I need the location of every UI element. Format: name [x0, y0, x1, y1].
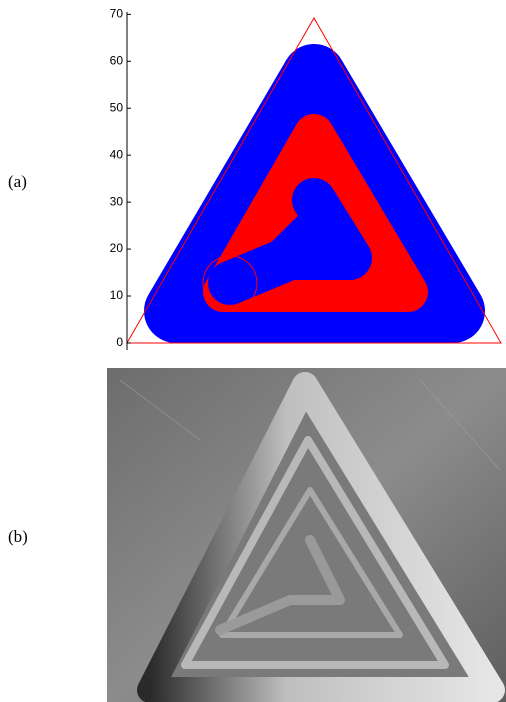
toolpath-plot: [127, 12, 501, 350]
figure: 0 10 20 30 40 50 60 70: [0, 0, 506, 702]
y-tick-label: 50: [110, 100, 124, 114]
page: {"panels": [{"label": "(a)"}, {"label": …: [0, 0, 506, 702]
y-tick-label: 70: [110, 7, 124, 21]
y-tick-label: 20: [110, 241, 124, 255]
y-tick-label: 30: [110, 194, 124, 208]
y-tick-label: 0: [116, 335, 123, 349]
y-tick-label: 60: [110, 53, 124, 67]
photo: [107, 368, 506, 702]
y-tick-label: 10: [110, 288, 124, 302]
y-tick-label: 40: [110, 147, 124, 161]
